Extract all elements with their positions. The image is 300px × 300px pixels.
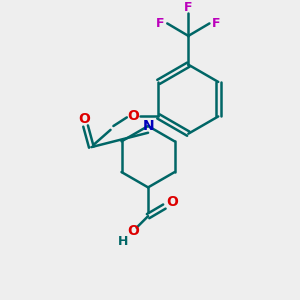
Text: O: O bbox=[166, 195, 178, 209]
Text: N: N bbox=[142, 119, 154, 133]
Text: O: O bbox=[79, 112, 91, 126]
Text: O: O bbox=[128, 110, 140, 123]
Text: F: F bbox=[184, 1, 193, 13]
Text: F: F bbox=[156, 17, 165, 30]
Text: O: O bbox=[127, 224, 139, 239]
Text: H: H bbox=[118, 235, 128, 248]
Text: F: F bbox=[212, 17, 220, 30]
